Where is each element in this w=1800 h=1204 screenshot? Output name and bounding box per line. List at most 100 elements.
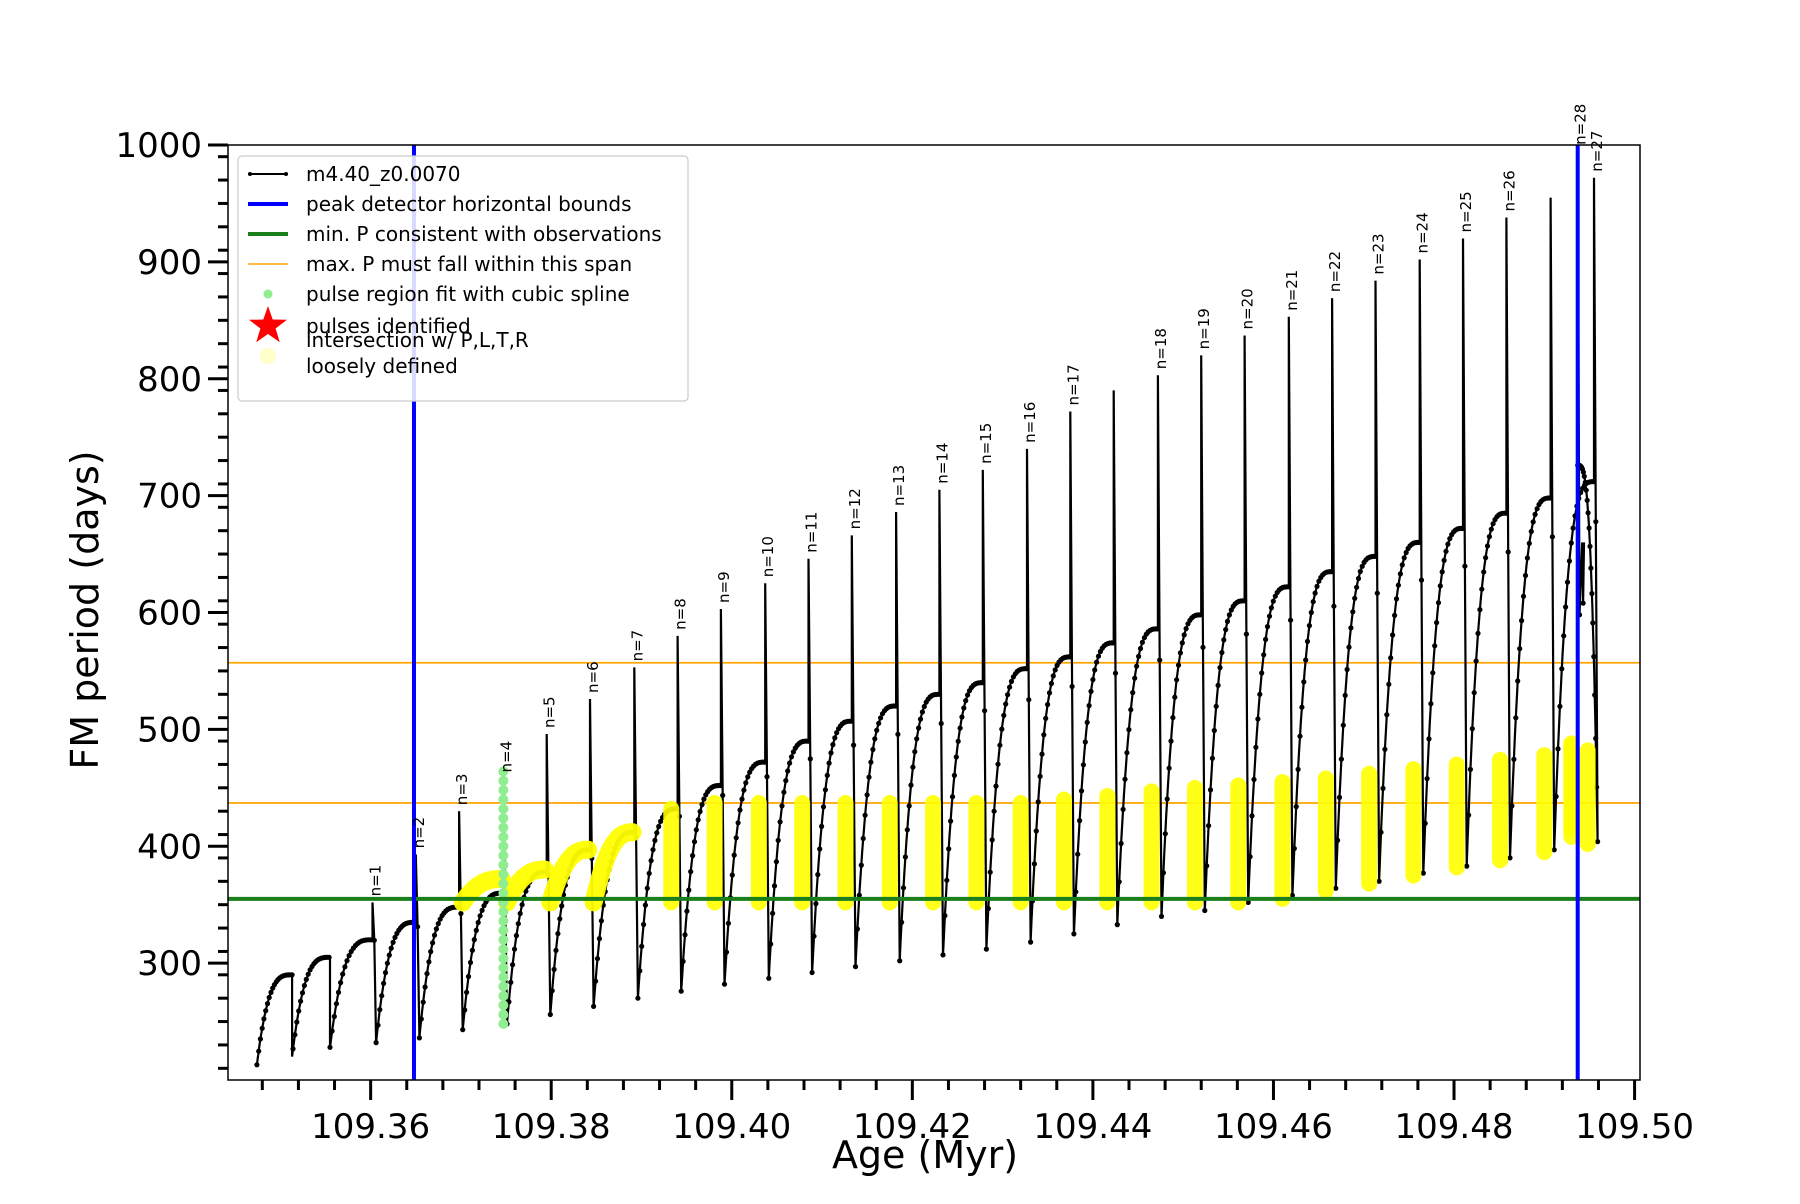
series-point xyxy=(1005,692,1011,698)
series-point xyxy=(997,742,1003,748)
series-point xyxy=(1422,820,1428,826)
series-point xyxy=(1177,650,1183,656)
series-point xyxy=(1209,755,1215,761)
series-point xyxy=(1130,690,1136,696)
series-point xyxy=(1471,690,1477,696)
series-point xyxy=(948,818,954,824)
series-point xyxy=(1007,684,1013,690)
series-point xyxy=(741,787,747,793)
series-point xyxy=(1139,639,1145,645)
series-point xyxy=(1511,756,1517,762)
series-point xyxy=(475,919,481,926)
series-point xyxy=(916,725,922,731)
series-point xyxy=(598,918,605,924)
series-point xyxy=(764,774,770,780)
series-point xyxy=(508,979,514,985)
series-point xyxy=(1263,636,1269,643)
series-point xyxy=(305,971,311,977)
series-point xyxy=(849,718,855,724)
series-point xyxy=(416,1035,422,1041)
series-point xyxy=(1563,604,1569,610)
series-point xyxy=(686,887,692,893)
y-tick-label: 500 xyxy=(137,710,202,750)
series-point xyxy=(908,782,914,788)
series-point xyxy=(1118,840,1124,847)
series-point xyxy=(1388,655,1394,661)
series-point xyxy=(1045,701,1051,708)
series-point xyxy=(856,892,862,898)
pulse-label: n=11 xyxy=(803,512,821,553)
pulse-label: n=13 xyxy=(890,465,908,506)
series-point xyxy=(828,750,834,756)
series-point xyxy=(342,964,348,970)
series-point xyxy=(1515,678,1521,684)
spline-point xyxy=(498,925,509,936)
y-tick-label: 400 xyxy=(137,827,202,867)
series-point xyxy=(771,883,778,889)
series-point xyxy=(464,989,470,995)
series-point xyxy=(377,1007,383,1013)
series-point xyxy=(1211,727,1217,734)
spline-point xyxy=(498,990,509,1001)
series-point xyxy=(390,939,396,945)
series-point xyxy=(1223,627,1229,633)
series-point xyxy=(942,913,948,919)
series-point xyxy=(299,990,306,996)
series-point xyxy=(1136,653,1142,660)
series-point xyxy=(940,952,946,958)
series-point xyxy=(1200,644,1206,650)
series-point xyxy=(1219,649,1225,656)
x-tick-label: 109.36 xyxy=(311,1107,430,1147)
series-point xyxy=(637,968,643,974)
series-point xyxy=(1257,691,1263,697)
series-point xyxy=(783,778,789,784)
series-point xyxy=(1490,521,1496,527)
spline-point xyxy=(498,859,509,870)
legend-entry-1-marker xyxy=(248,172,252,176)
series-point xyxy=(1095,653,1102,659)
series-point xyxy=(822,787,829,793)
series-point xyxy=(340,971,346,977)
series-point xyxy=(654,830,660,836)
series-point xyxy=(1245,899,1251,906)
series-point xyxy=(301,982,307,989)
series-point xyxy=(1426,736,1432,742)
series-point xyxy=(1530,519,1536,525)
series-point xyxy=(735,820,741,826)
series-point xyxy=(955,738,961,744)
pulse-label: n=5 xyxy=(541,696,559,728)
series-point xyxy=(1526,540,1532,547)
series-point xyxy=(1052,667,1058,673)
series-point xyxy=(656,823,662,830)
series-point xyxy=(870,746,876,753)
series-point xyxy=(650,847,656,853)
series-point xyxy=(1243,631,1249,637)
series-markers xyxy=(254,462,1601,1068)
series-point xyxy=(1378,829,1384,835)
pulse-label: n=6 xyxy=(584,661,602,693)
series-point xyxy=(257,1036,263,1042)
series-point xyxy=(1466,812,1472,818)
series-point xyxy=(294,1019,300,1025)
series-point xyxy=(1507,855,1513,861)
series-point xyxy=(469,947,475,953)
series-point xyxy=(1380,785,1386,792)
x-tick-label: 109.50 xyxy=(1575,1107,1694,1147)
series-point xyxy=(743,780,749,786)
series-point xyxy=(781,789,787,795)
series-point xyxy=(422,984,428,990)
series-point xyxy=(559,903,565,909)
series-point xyxy=(523,888,529,894)
pulse-label: n=24 xyxy=(1414,212,1432,253)
series-point xyxy=(944,877,950,883)
series-point xyxy=(1593,735,1599,742)
series-point xyxy=(1204,863,1210,869)
series-point xyxy=(1120,806,1126,813)
spline-point xyxy=(498,850,509,861)
series-point xyxy=(1247,854,1253,860)
series-point xyxy=(723,949,730,955)
pulse-label: n=21 xyxy=(1283,270,1301,311)
pulse-labels: n=1 n=2 n=3 n=4 n=5 n=6 n=7 n=8 n=9 n=10 n=11 n=12 n… xyxy=(366,104,1606,897)
series-point xyxy=(338,980,344,986)
series-point xyxy=(852,964,859,970)
